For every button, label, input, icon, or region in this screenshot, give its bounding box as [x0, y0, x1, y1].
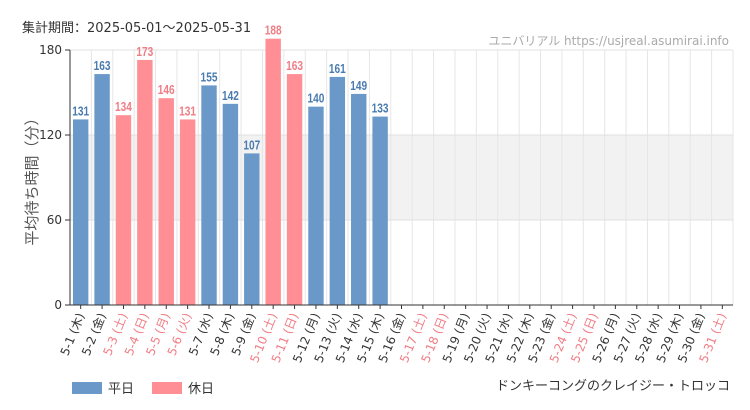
legend-label-weekday: 平日	[108, 382, 135, 397]
bar	[72, 119, 89, 306]
data-label: 131	[179, 104, 196, 118]
y-tick-label: 0	[54, 298, 62, 312]
bar	[179, 119, 196, 306]
attraction-name: ドンキーコングのクレイジー・トロッコ	[495, 379, 730, 394]
y-tick-label: 60	[47, 213, 62, 227]
data-label: 142	[222, 89, 239, 103]
data-label: 133	[372, 101, 389, 115]
y-tick-label: 120	[39, 128, 62, 142]
data-label: 173	[136, 45, 153, 59]
data-label: 140	[307, 92, 324, 106]
legend-swatch-weekday	[72, 381, 102, 394]
period-label: 集計期間：2025-05-01～2025-05-31	[22, 21, 252, 36]
legend: 平日 休日	[72, 378, 232, 397]
data-label: 134	[115, 100, 132, 114]
data-label: 155	[201, 70, 218, 84]
data-label: 131	[72, 104, 89, 118]
data-label: 146	[158, 83, 175, 97]
bar	[286, 74, 303, 305]
bar	[115, 115, 132, 306]
data-label: 161	[329, 62, 346, 76]
bar	[329, 76, 346, 306]
data-label: 163	[286, 59, 303, 73]
bar	[351, 93, 367, 306]
bar	[201, 85, 217, 306]
legend-item-weekday: 平日	[72, 378, 134, 397]
bar	[137, 59, 153, 305]
legend-item-holiday: 休日	[152, 378, 214, 397]
legend-swatch-holiday	[152, 381, 183, 394]
data-label: 149	[350, 79, 367, 93]
y-tick-label: 180	[39, 43, 62, 57]
bar	[94, 74, 110, 305]
bar	[244, 153, 260, 305]
bar	[222, 103, 239, 305]
bar	[265, 38, 281, 306]
data-label: 188	[265, 24, 282, 38]
bar	[372, 116, 388, 305]
site-credit: ユニバリアル https://usjreal.asumirai.info	[488, 34, 729, 48]
data-label: 163	[94, 59, 111, 73]
y-axis-label: 平均待ち時間（分）	[23, 110, 41, 245]
bar	[308, 106, 324, 306]
bar	[158, 98, 174, 306]
data-label: 107	[243, 138, 260, 152]
legend-label-holiday: 休日	[188, 382, 215, 397]
